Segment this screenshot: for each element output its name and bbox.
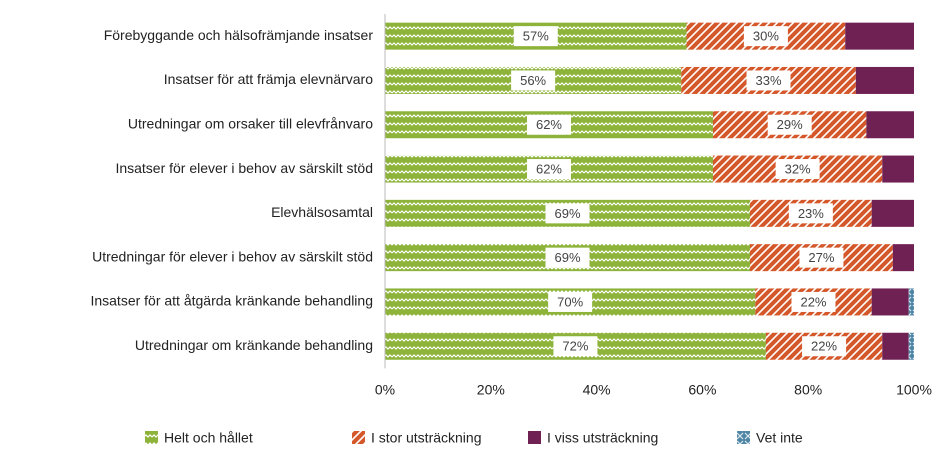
data-label: 70% (557, 294, 583, 309)
data-label: 33% (756, 73, 782, 88)
category-label: Utredningar för elever i behov av särski… (92, 248, 373, 264)
label-box (791, 291, 836, 312)
category-label: Utredningar om kränkande behandling (135, 337, 373, 353)
category-label: Elevhälsosamtal (271, 204, 373, 220)
data-label: 22% (811, 339, 837, 354)
label-box (775, 159, 820, 180)
label-box (767, 114, 812, 135)
label-box (743, 26, 788, 47)
bar-segment (855, 66, 914, 94)
label-box (526, 114, 571, 135)
data-label: 22% (800, 294, 826, 309)
legend-label: I viss utsträckning (547, 430, 658, 446)
x-tick-label: 20% (477, 382, 505, 398)
legend-label: Vet inte (756, 430, 803, 446)
legend-label: Helt och hållet (164, 430, 253, 446)
label-box (802, 336, 847, 357)
legend-swatch (145, 431, 158, 444)
label-box (511, 70, 556, 91)
x-tick-label: 100% (896, 382, 932, 398)
category-label: Insatser för elever i behov av särskilt … (115, 160, 373, 176)
data-label: 72% (562, 339, 588, 354)
bar-segment (845, 22, 914, 50)
data-label: 23% (798, 206, 824, 221)
label-box (513, 26, 558, 47)
legend-swatch (352, 431, 365, 444)
bar-segment (882, 155, 914, 183)
legend-label: I stor utsträckning (371, 430, 482, 446)
legend-swatch (528, 431, 541, 444)
bar-segment (908, 332, 914, 360)
data-label: 32% (785, 161, 811, 176)
label-box (553, 336, 598, 357)
bar-segment (882, 332, 909, 360)
label-box (548, 291, 593, 312)
legend-swatch (737, 431, 750, 444)
data-label: 27% (808, 250, 834, 265)
label-box (746, 70, 791, 91)
label-box (545, 247, 590, 268)
bar-segment (908, 288, 914, 316)
data-label: 69% (554, 206, 580, 221)
x-tick-label: 60% (688, 382, 716, 398)
label-box (526, 159, 571, 180)
label-box (545, 203, 590, 224)
category-label: Insatser för att främja elevnärvaro (164, 71, 374, 87)
data-label: 29% (777, 117, 803, 132)
data-label: 30% (753, 29, 779, 44)
category-label: Insatser för att åtgärda kränkande behan… (90, 293, 373, 309)
data-label: 62% (536, 117, 562, 132)
x-tick-label: 80% (794, 382, 822, 398)
data-label: 56% (520, 73, 546, 88)
x-tick-label: 0% (375, 382, 395, 398)
bar-segment (871, 199, 914, 227)
category-label: Förebyggande och hälsofrämjande insatser (104, 27, 374, 43)
bar-segment (871, 288, 909, 316)
label-box (788, 203, 833, 224)
data-label: 69% (554, 250, 580, 265)
data-label: 57% (523, 29, 549, 44)
label-box (799, 247, 844, 268)
category-label: Utredningar om orsaker till elevfrånvaro (128, 115, 373, 131)
bar-segment (866, 111, 914, 139)
data-label: 62% (536, 161, 562, 176)
bar-segment (892, 244, 914, 272)
x-tick-label: 40% (583, 382, 611, 398)
